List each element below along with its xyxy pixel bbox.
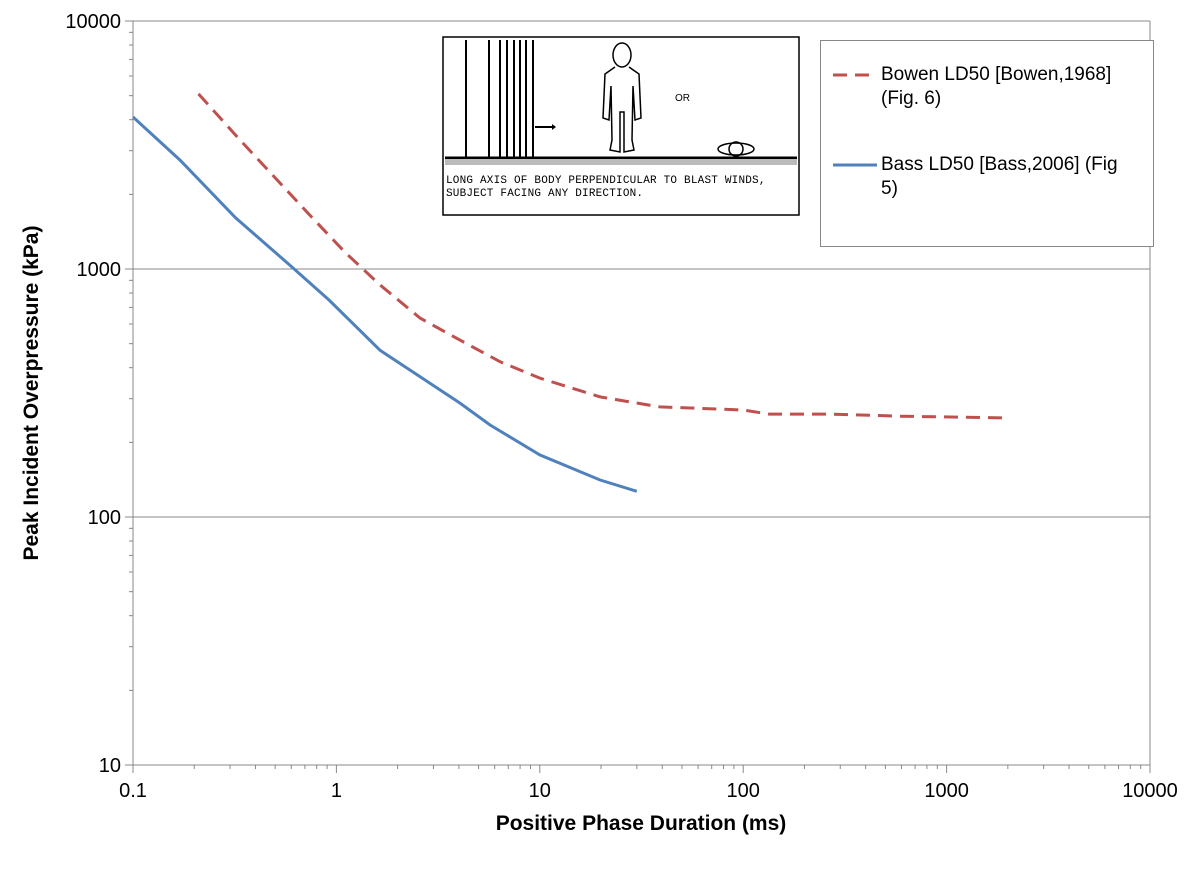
legend-label: Bowen LD50 [Bowen,1968] (Fig. 6) — [881, 64, 1112, 109]
y-tick-label: 100 — [88, 507, 121, 529]
legend: Bowen LD50 [Bowen,1968] (Fig. 6) Bass LD5… — [820, 40, 1154, 247]
y-axis-title: Peak Incident Overpressure (kPa) — [20, 226, 43, 561]
legend-item: Bass LD50 [Bass,2006] (Fig 5) — [829, 153, 1121, 201]
x-axis-title: Positive Phase Duration (ms) — [496, 812, 787, 835]
ground-hatch — [445, 159, 797, 165]
standing-person — [602, 42, 642, 153]
legend-label: Bass LD50 [Bass,2006] (Fig 5) — [881, 154, 1118, 199]
inset-or: OR — [675, 93, 690, 104]
legend-item: Bowen LD50 [Bowen,1968] (Fig. 6) — [829, 63, 1121, 111]
x-tick-label: 0.1 — [119, 780, 147, 802]
legend-swatch — [833, 73, 877, 77]
inset-caption: LONG AXIS OF BODY PERPENDICULAR TO BLAST… — [446, 175, 766, 200]
x-tick-label: 1000 — [924, 780, 969, 802]
blast-lines — [465, 40, 534, 158]
arrow-head — [552, 124, 556, 130]
y-tick-label: 1000 — [77, 259, 122, 281]
series-line — [197, 92, 1003, 420]
inset-caption-box: LONG AXIS OF BODY PERPENDICULAR TO BLAST… — [446, 175, 766, 200]
legend-swatch — [833, 163, 877, 167]
x-tick-label: 10 — [529, 780, 551, 802]
x-tick-label: 100 — [727, 780, 760, 802]
series-line — [131, 115, 638, 493]
x-tick-label: 1 — [331, 780, 342, 802]
y-tick-label: 10 — [99, 755, 121, 777]
lying-person — [717, 141, 755, 157]
y-tick-label: 10000 — [65, 11, 121, 33]
x-tick-label: 10000 — [1122, 780, 1178, 802]
inset-figure: OR LONG AXIS OF BODY PERPENDICULAR TO BL… — [442, 36, 800, 216]
